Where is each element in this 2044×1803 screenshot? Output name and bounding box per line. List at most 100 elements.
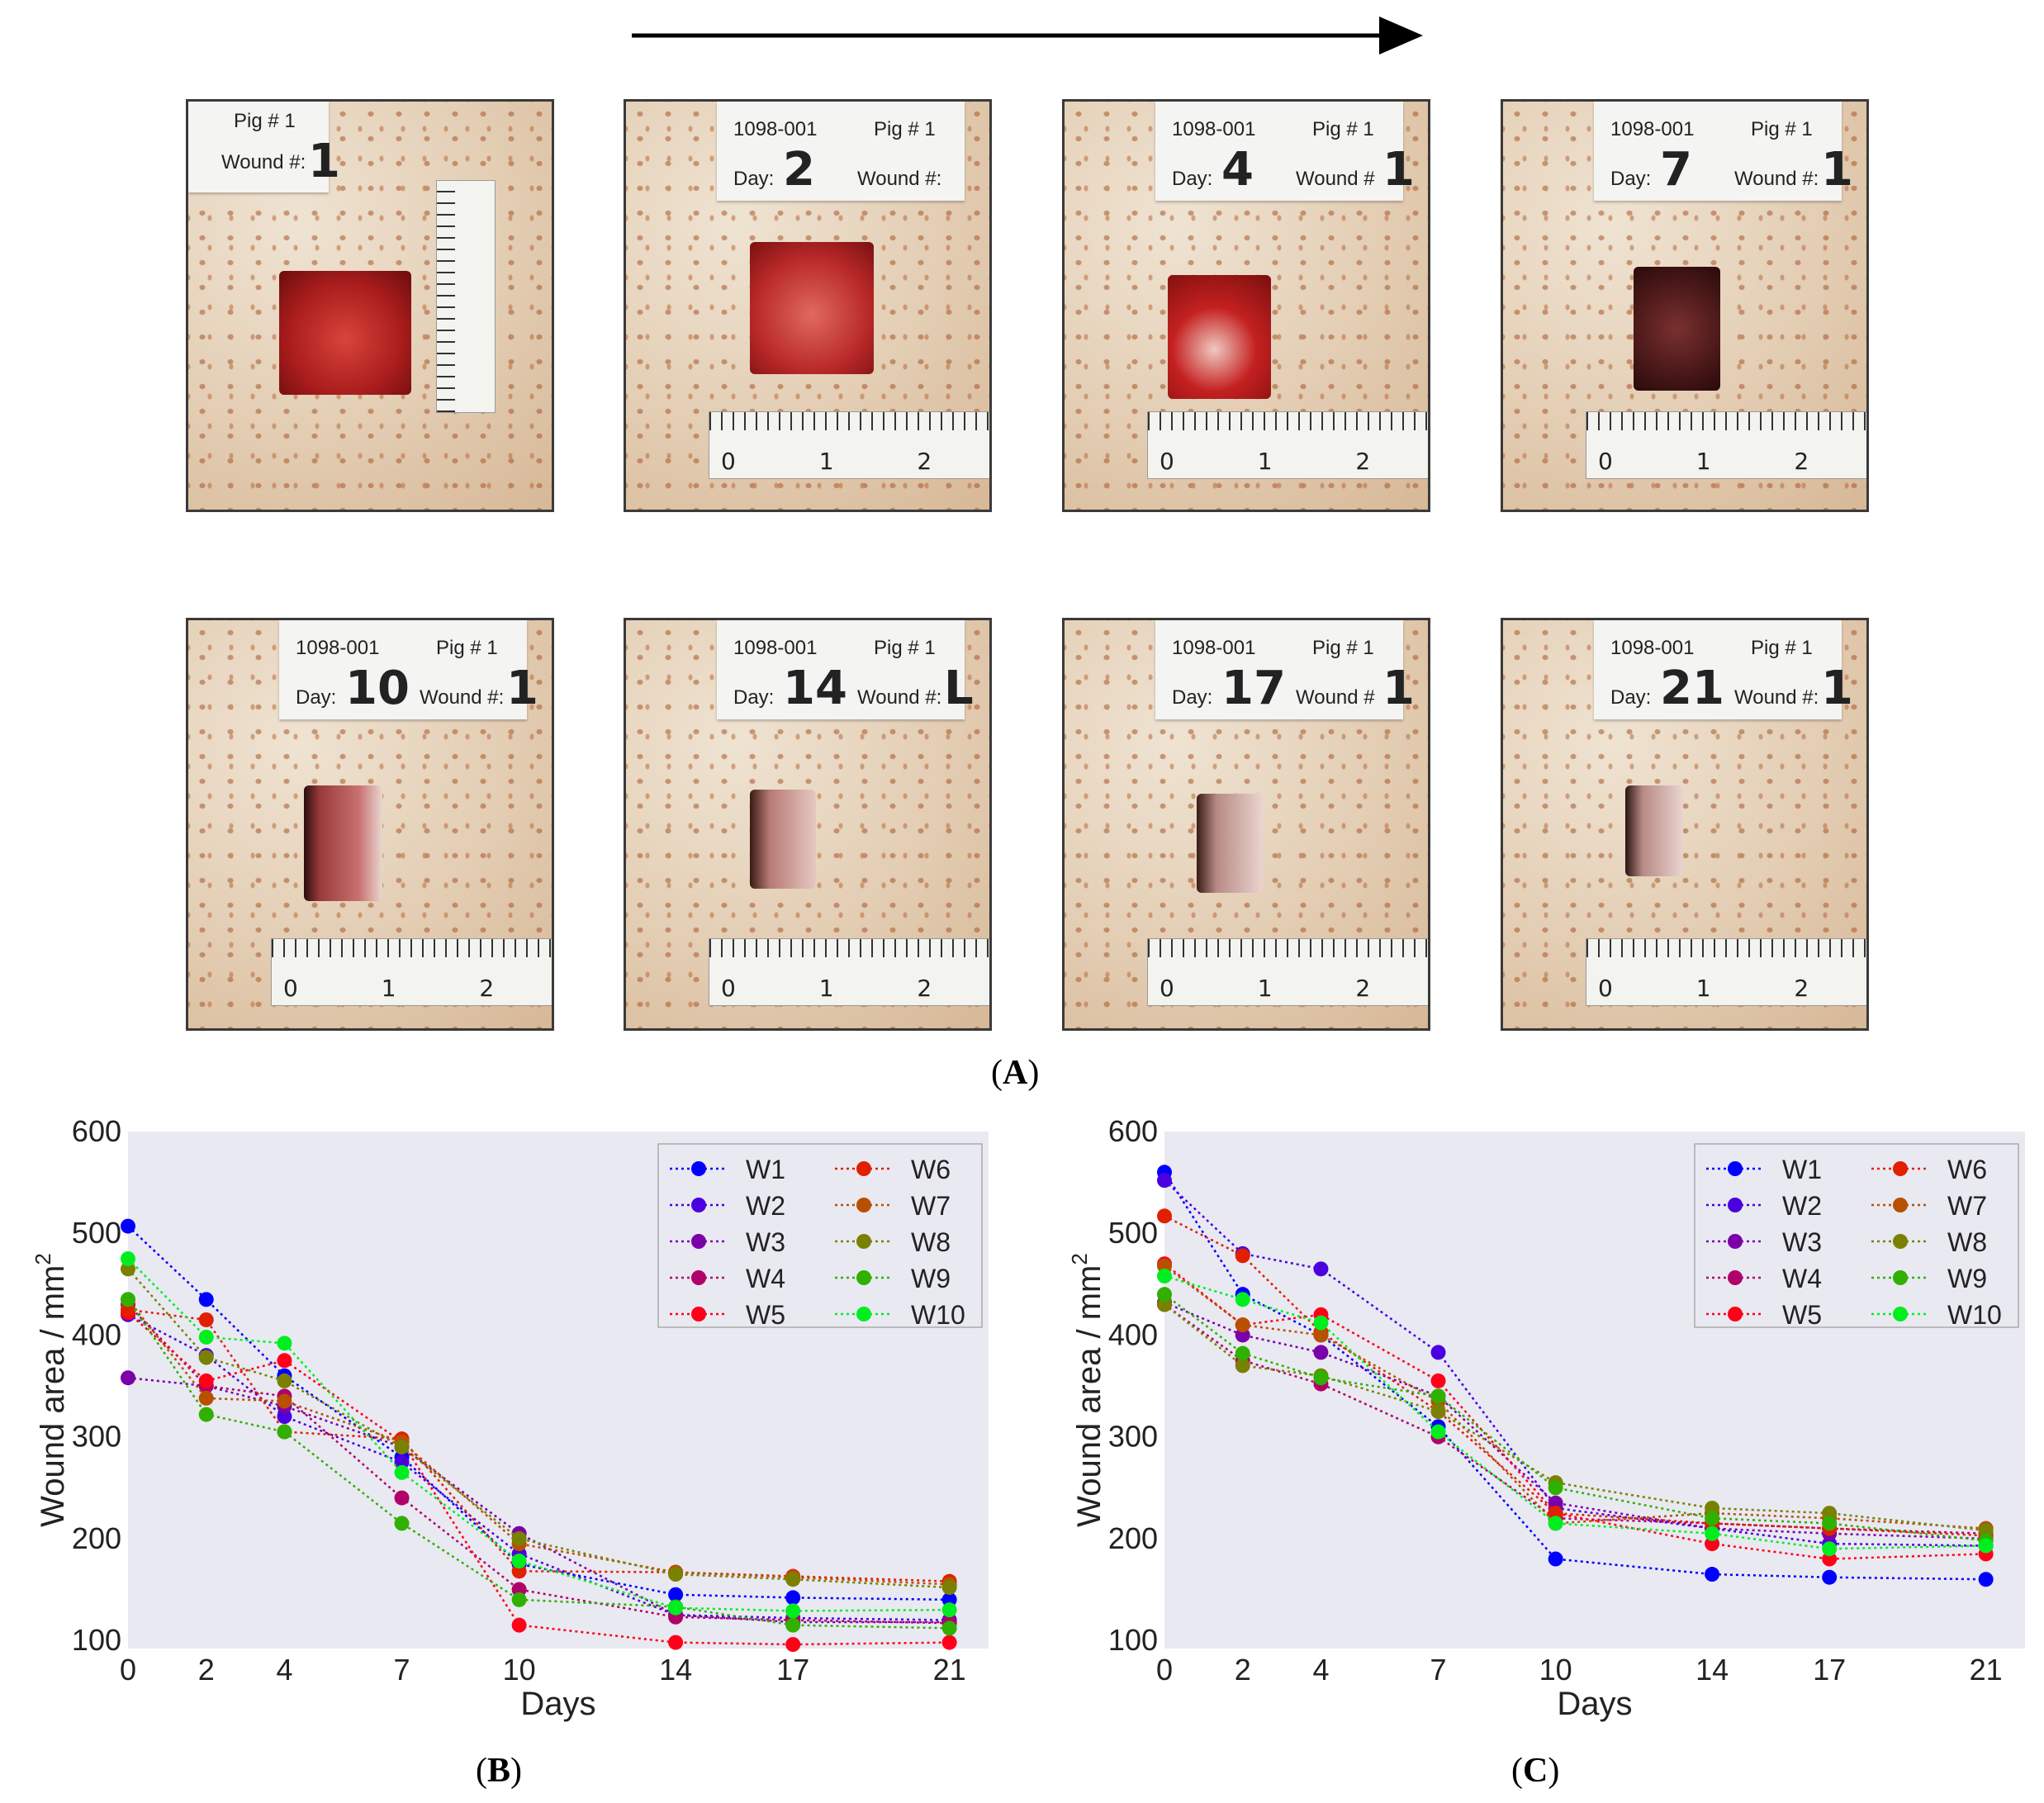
data-point-W8 (1235, 1358, 1250, 1374)
specimen-label: 1098-001 Pig # 1 Day: 4 Wound # 1 (1155, 102, 1415, 201)
data-point-W6 (511, 1563, 527, 1579)
legend-marker-W9 (856, 1270, 871, 1285)
measurement-ruler: 0 1 2 3 4 (1586, 411, 1866, 479)
day-label: Day: (733, 168, 775, 190)
data-point-W1 (1822, 1569, 1838, 1585)
pig-label: Pig # 1 (874, 637, 936, 659)
data-point-W8 (277, 1373, 292, 1388)
legend-label-W3: W3 (1782, 1227, 1822, 1257)
data-point-W10 (1430, 1424, 1446, 1440)
legend-label-W2: W2 (1782, 1191, 1822, 1221)
x-tick-label: 7 (394, 1653, 410, 1687)
study-code: 1098-001 (733, 637, 818, 659)
x-tick-label: 4 (276, 1653, 292, 1687)
specimen-label: 1098-001 Pig # 1 Day: 21 Wound #: 1 (1594, 620, 1853, 719)
measurement-ruler: 0 1 2 3 4 (1147, 411, 1428, 479)
y-tick-label: 500 (72, 1216, 121, 1250)
legend-label-W1: W1 (1782, 1155, 1822, 1184)
photo-day-1: Pig # 1 Wound #: 1 (186, 99, 554, 512)
legend-marker-W6 (856, 1161, 871, 1176)
pig-label: Pig # 1 (874, 118, 936, 140)
x-tick-label: 0 (1156, 1653, 1173, 1687)
x-tick-label: 14 (1695, 1653, 1729, 1687)
caption-a: (A) (991, 1054, 1040, 1092)
data-point-W10 (121, 1251, 135, 1267)
series-line-W8 (127, 1268, 950, 1589)
wound-area (304, 785, 382, 901)
series-line-W6 (1164, 1215, 1986, 1537)
data-point-W10 (277, 1336, 292, 1351)
pig-label: Pig # 1 (1751, 637, 1813, 659)
data-point-W8 (511, 1530, 527, 1546)
legend-marker-W1 (691, 1161, 706, 1176)
series-line-W5 (1164, 1263, 1986, 1560)
day-label: Day: (1172, 686, 1213, 709)
legend-label-W10: W10 (1947, 1300, 2002, 1330)
data-point-W10 (198, 1329, 214, 1345)
data-point-W10 (1548, 1516, 1563, 1531)
day-label: Day: (733, 686, 775, 709)
measurement-ruler: 0 1 2 3 (709, 938, 989, 1006)
series-line-W1 (1163, 1171, 1986, 1581)
data-point-W1 (1548, 1551, 1563, 1567)
legend-label-W9: W9 (1947, 1264, 1987, 1293)
wound-area (1168, 275, 1271, 399)
y-axis-label: Wound area / mm2 (31, 1253, 71, 1527)
legend-marker-W8 (1893, 1234, 1908, 1249)
photo-day-21: 1098-001 Pig # 1 Day: 21 Wound #:1 0 1 2 3 4 (1501, 618, 1869, 1031)
specimen-label: 1098-001 Pig # 1 Day: 17 Wound # 1 (1155, 620, 1415, 719)
legend-label-W9: W9 (911, 1264, 951, 1293)
pig-label: Pig # 1 (234, 110, 296, 132)
data-point-W1 (941, 1592, 957, 1607)
x-tick-label: 17 (1813, 1653, 1846, 1687)
data-point-W2 (1430, 1345, 1446, 1360)
series-line-W4 (127, 1303, 950, 1625)
data-point-W8 (785, 1572, 801, 1587)
legend-label-W2: W2 (746, 1191, 785, 1221)
legend-label-W4: W4 (1782, 1264, 1822, 1293)
day-number: 7 (1660, 143, 1692, 197)
wound-number: 1 (1382, 143, 1415, 197)
x-axis-label: Days (520, 1686, 595, 1722)
data-point-W1 (198, 1292, 214, 1307)
data-point-W9 (1430, 1388, 1446, 1404)
legend-label-W4: W4 (746, 1264, 785, 1293)
wound-label: Wound #: (420, 686, 505, 709)
wound-number: 1 (1382, 662, 1415, 715)
specimen-label: 1098-001 Pig # 1 Day: 14 Wound #: L (717, 620, 974, 719)
legend-marker-W10 (1893, 1307, 1908, 1321)
data-point-W7 (1157, 1258, 1172, 1274)
legend-marker-W10 (856, 1307, 871, 1321)
data-point-W9 (1157, 1287, 1172, 1302)
day-number: 17 (1221, 662, 1286, 715)
data-point-W9 (1235, 1345, 1250, 1361)
data-point-W9 (277, 1424, 292, 1440)
measurement-ruler: 0 1 2 3 (271, 938, 552, 1006)
y-axis-label-superscript: 2 (1067, 1253, 1092, 1264)
legend-marker-W7 (1893, 1198, 1908, 1212)
x-tick-label: 10 (503, 1653, 536, 1687)
ruler-numbers: 0 1 2 3 4 (1598, 975, 1866, 1002)
legend-label-W3: W3 (746, 1227, 785, 1257)
data-point-W5 (511, 1617, 527, 1633)
data-point-W10 (511, 1554, 527, 1569)
chart-panel-b: 100 200 300 400 500 600 0 2 4 7 10 14 17 21 Days Wound … (31, 1114, 989, 1722)
wound-label: Wound #: (1734, 168, 1819, 190)
y-tick-label: 200 (1108, 1521, 1158, 1555)
day-label: Day: (1172, 168, 1213, 190)
legend-marker-W6 (1893, 1161, 1908, 1176)
y-tick-label: 400 (72, 1317, 121, 1351)
series-line-W4 (1164, 1303, 1986, 1535)
day-number: 2 (783, 143, 815, 197)
data-point-W9 (941, 1620, 957, 1636)
data-point-W8 (668, 1567, 684, 1582)
data-point-W9 (198, 1407, 214, 1422)
series-line-W7 (1164, 1264, 1986, 1530)
wound-area (750, 242, 874, 374)
x-tick-label: 7 (1430, 1653, 1447, 1687)
data-point-W9 (511, 1592, 527, 1607)
data-point-W2 (1313, 1261, 1329, 1277)
data-point-W10 (1157, 1268, 1172, 1283)
pig-label: Pig # 1 (1312, 118, 1374, 140)
data-point-W9 (1313, 1370, 1329, 1386)
